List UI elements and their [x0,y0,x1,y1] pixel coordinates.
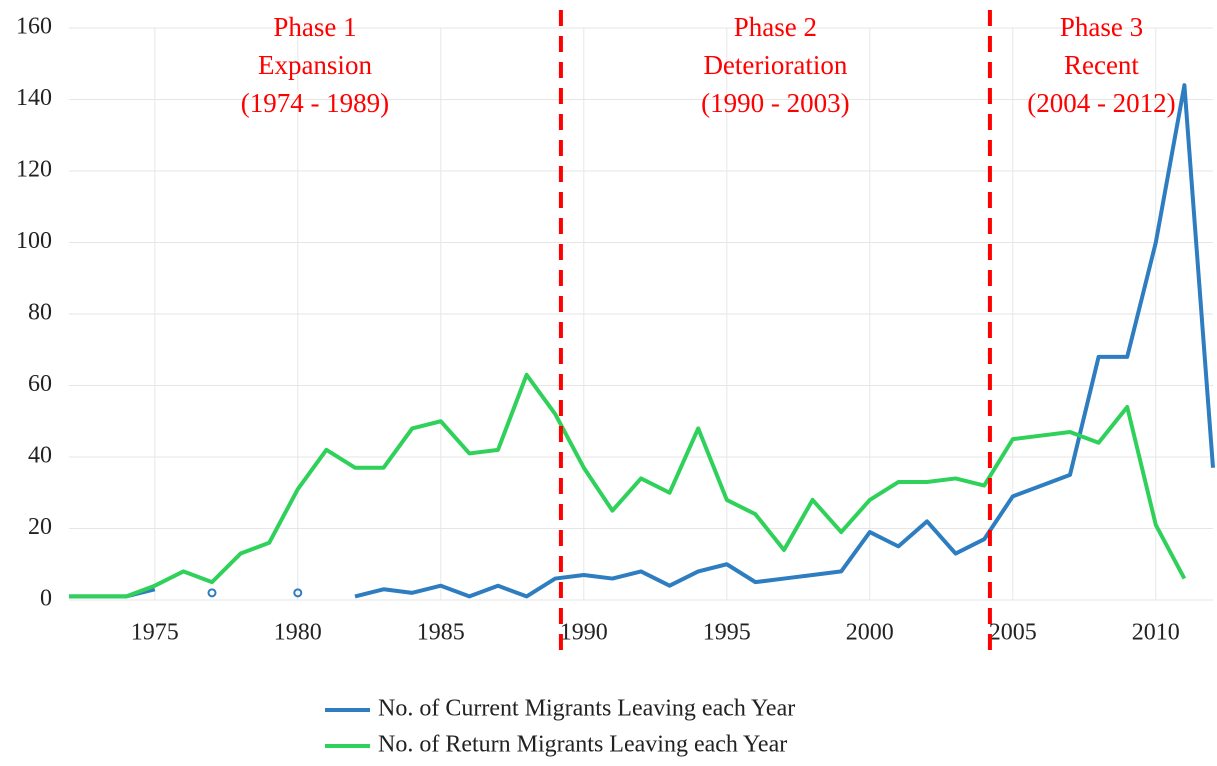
y-tick-label: 80 [28,300,52,326]
annotation: (2004 - 2012) [1027,88,1175,118]
y-tick-label: 0 [40,586,52,612]
annotation: Phase 1 [273,12,356,42]
y-tick-label: 140 [16,85,52,111]
x-tick-label: 2000 [846,620,894,646]
y-tick-label: 160 [16,14,52,40]
legend-label: No. of Current Migrants Leaving each Yea… [378,696,795,722]
annotation: (1990 - 2003) [701,88,849,118]
y-tick-label: 20 [28,514,52,540]
annotation: Recent [1064,50,1139,80]
y-tick-label: 60 [28,371,52,397]
line [354,83,1215,599]
point [207,588,217,598]
x-tick-label: 1990 [560,620,608,646]
annotation: Expansion [258,50,372,80]
y-tick-label: 40 [28,443,52,469]
annotation: Phase 2 [734,12,817,42]
x-tick-label: 1975 [131,620,179,646]
x-tick-label: 2010 [1132,620,1180,646]
y-tick-label: 120 [16,157,52,183]
x-tick-label: 2005 [989,620,1037,646]
x-tick-label: 1995 [703,620,751,646]
y-tick-label: 100 [16,228,52,254]
x-tick-label: 1980 [274,620,322,646]
annotation: Phase 3 [1060,12,1143,42]
annotation: Deterioration [703,50,847,80]
point [293,588,303,598]
legend-label: No. of Return Migrants Leaving each Year [378,732,787,758]
annotation: (1974 - 1989) [241,88,389,118]
x-tick-label: 1985 [417,620,465,646]
line [69,372,1187,599]
